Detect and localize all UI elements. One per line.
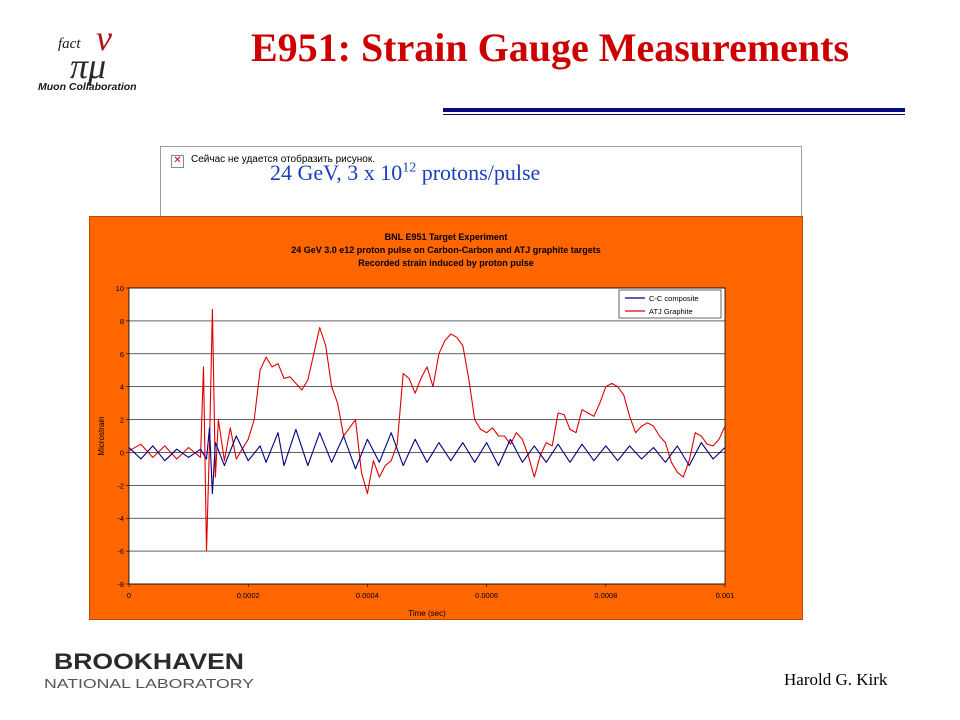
series-line-cc-composite xyxy=(128,427,726,495)
title-rule xyxy=(443,108,905,112)
series-line-atj-graphite xyxy=(128,308,726,552)
legend-label-cc: C-C composite xyxy=(649,294,699,303)
y-tick-label: 10 xyxy=(116,284,124,293)
legend: C-C composite ATJ Graphite xyxy=(618,289,722,319)
x-tick-label: 0 xyxy=(127,591,131,600)
y-tick-labels: 10 8 6 4 2 0 -2 -4 -6 -8 xyxy=(116,284,124,589)
y-tick-label: -8 xyxy=(117,580,124,589)
x-tick-label: 0.001 xyxy=(716,591,735,600)
y-tick-label: 8 xyxy=(120,317,124,326)
x-tick-label: 0.0006 xyxy=(475,591,498,600)
brookhaven-logo: BROOKHAVEN NATIONAL LABORATORY xyxy=(44,649,254,691)
y-tick-label: -4 xyxy=(117,514,124,523)
subtitle-exponent: 12 xyxy=(402,160,417,176)
title-rule-thin xyxy=(443,114,905,115)
x-tick-label: 0.0008 xyxy=(594,591,617,600)
y-tick-label: -2 xyxy=(117,481,124,490)
plot-area xyxy=(128,287,726,585)
beam-subtitle: 24 GeV, 3 x 1012 protons/pulse xyxy=(270,160,540,186)
y-tick-label: 4 xyxy=(120,383,124,392)
y-tick-label: -6 xyxy=(117,547,124,556)
y-tick-label: 2 xyxy=(120,416,124,425)
grid-lines xyxy=(126,287,726,587)
x-tick-label: 0.0002 xyxy=(237,591,260,600)
x-tick-labels: 0 0.0002 0.0004 0.0006 0.0008 0.001 xyxy=(127,591,734,600)
logo-nu: ν xyxy=(96,20,112,58)
logo-pi-mu: πμ xyxy=(70,46,106,86)
legend-box xyxy=(618,289,722,319)
chart-title: BNL E951 Target Experiment 24 GeV 3.0 e1… xyxy=(291,232,601,268)
author-name: Harold G. Kirk xyxy=(784,670,888,689)
brookhaven-sub: NATIONAL LABORATORY xyxy=(44,676,254,691)
brookhaven-name: BROOKHAVEN xyxy=(54,649,244,674)
page-title: E951: Strain Gauge Measurements xyxy=(250,25,850,70)
logo-fact: fact xyxy=(58,36,81,52)
legend-label-atj: ATJ Graphite xyxy=(649,307,693,316)
chart-title-line-1: BNL E951 Target Experiment xyxy=(385,232,508,242)
y-tick-label: 0 xyxy=(120,448,124,457)
series-lines xyxy=(128,308,726,552)
x-axis-label: Time (sec) xyxy=(408,609,446,618)
broken-image-icon: ✕ xyxy=(171,155,184,168)
subtitle-prefix: 24 GeV, 3 x 10 xyxy=(270,160,403,185)
chart-title-line-2: 24 GeV 3.0 e12 proton pulse on Carbon-Ca… xyxy=(291,245,601,255)
y-axis-label: Microstrain xyxy=(97,416,106,455)
logo-caption: Muon Collaboration xyxy=(38,81,137,93)
subtitle-suffix: protons/pulse xyxy=(416,160,541,185)
strain-chart: BNL E951 Target Experiment 24 GeV 3.0 e1… xyxy=(89,216,803,620)
x-tick-label: 0.0004 xyxy=(356,591,379,600)
muon-collaboration-logo: ν fact πμ Muon Collaboration xyxy=(38,20,137,93)
broken-image-text: Сейчас не удается отобразить рисунок. xyxy=(191,154,375,165)
y-tick-label: 6 xyxy=(120,350,124,359)
chart-title-line-3: Recorded strain induced by proton pulse xyxy=(358,258,534,268)
